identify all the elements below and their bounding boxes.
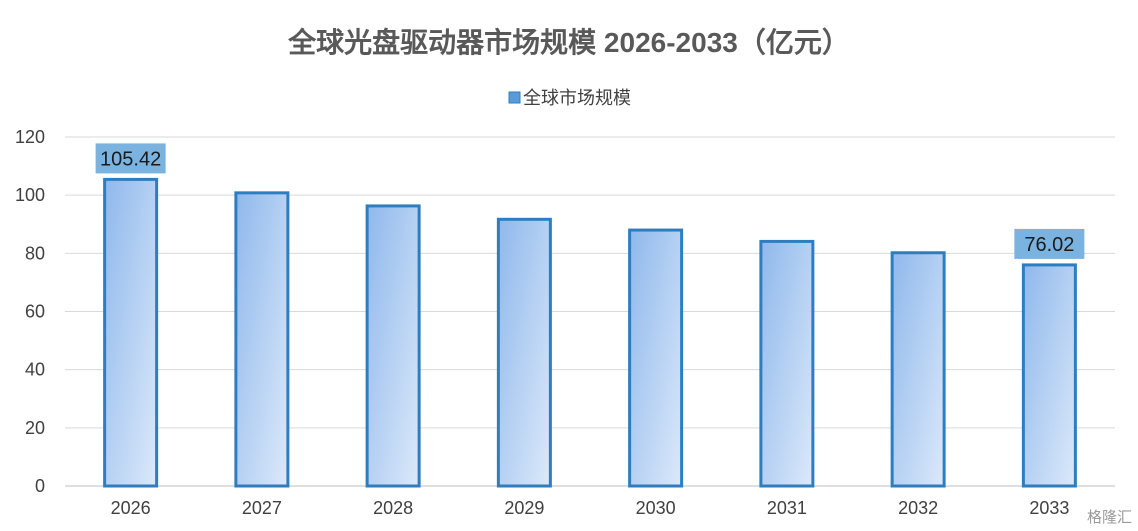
bar-2028 [365, 204, 421, 488]
x-tick-label: 2030 [636, 498, 676, 518]
bar-2029 [496, 217, 552, 488]
bar-2027 [234, 191, 290, 488]
x-tick-label: 2033 [1029, 498, 1069, 518]
data-labels: 105.42 76.02 [95, 143, 1085, 259]
data-label-box-2026 [95, 143, 166, 174]
data-label-box-2033 [1014, 228, 1085, 259]
y-tick-label: 0 [35, 476, 45, 496]
bar-2026 [103, 177, 159, 488]
watermark: 格隆汇 [1086, 509, 1132, 526]
y-axis: 0 20 40 60 80 100 120 [15, 127, 45, 496]
y-tick-label: 120 [15, 127, 45, 147]
y-tick-label: 60 [25, 302, 45, 322]
data-label-2026: 105.42 [100, 148, 161, 170]
x-axis: 2026 2027 2028 2029 2030 2031 2032 2033 [111, 498, 1070, 518]
y-tick-label: 40 [25, 360, 45, 380]
bar-2032 [890, 251, 946, 488]
x-tick-label: 2026 [111, 498, 151, 518]
bar-2031 [759, 239, 815, 488]
chart-title: 全球光盘驱动器市场规模 2026-2033（亿元） [287, 26, 850, 58]
x-tick-label: 2032 [898, 498, 938, 518]
y-tick-label: 100 [15, 185, 45, 205]
x-tick-label: 2028 [373, 498, 413, 518]
bars [103, 177, 1077, 488]
x-tick-label: 2031 [767, 498, 807, 518]
bar-2030 [628, 228, 684, 488]
legend-marker [508, 91, 521, 104]
x-tick-label: 2029 [504, 498, 544, 518]
legend: 全球市场规模 [508, 88, 631, 108]
y-tick-label: 80 [25, 243, 45, 263]
x-tick-label: 2027 [242, 498, 282, 518]
data-label-2033: 76.02 [1024, 234, 1074, 256]
bar-2033 [1021, 263, 1077, 488]
legend-label: 全球市场规模 [523, 88, 631, 108]
y-tick-label: 20 [25, 418, 45, 438]
gridlines [65, 136, 1115, 487]
